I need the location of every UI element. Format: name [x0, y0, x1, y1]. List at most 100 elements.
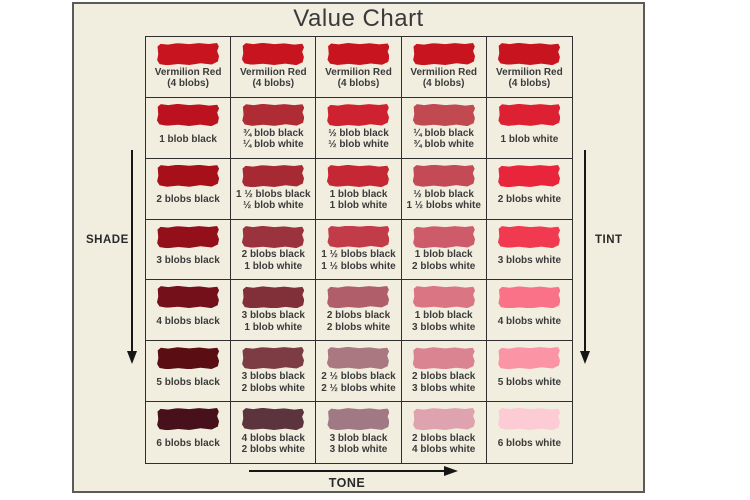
cell-label-line: 2 blobs black [156, 194, 220, 206]
paint-swatch [327, 286, 389, 309]
paint-swatch [413, 225, 475, 248]
tone-right-arrow [249, 466, 458, 476]
paint-swatch [412, 164, 475, 187]
cell-label-line: 3 blobs black [241, 371, 305, 383]
cell-label: 3 blobs white [498, 248, 561, 280]
cell-label: 1 blob black 2 blobs white [412, 248, 475, 280]
grid-cell: 2 blobs black [146, 158, 232, 220]
cell-label-line: 3 blob black [329, 432, 388, 444]
paint-swatch [498, 103, 561, 126]
value-grid: Vermilion Red (4 blobs) Vermilion Red (4 bl… [145, 36, 573, 464]
paint-swatch [327, 43, 390, 65]
grid-cell: ½ blob black ½ blob white [316, 97, 402, 159]
paint-swatch [157, 286, 219, 309]
cell-label: 2 blobs black 4 blobs white [412, 430, 475, 463]
grid-cell: 4 blobs black 2 blobs white [231, 402, 317, 463]
cell-label-line: ½ blob black [413, 188, 474, 200]
cell-label: ¾ blob black ¼ blob white [243, 126, 304, 158]
grid-cell: 2 blobs black 3 blobs white [401, 341, 487, 403]
cell-label-line: 2 blobs white [326, 321, 391, 333]
shade-down-arrow [127, 150, 137, 364]
paint-swatch [242, 225, 304, 248]
cell-label-line: ¼ blob black [413, 127, 474, 139]
cell-label-line: 3 blobs white [497, 255, 562, 267]
shade-axis-label: SHADE [86, 234, 129, 246]
cell-label-line: 6 blobs black [156, 438, 220, 450]
cell-label-line: 3 blobs black [241, 310, 305, 322]
cell-label-line: 1 ½ blobs white [406, 200, 481, 212]
cell-label: 3 blobs black [156, 248, 219, 280]
cell-label-line: ¼ blob white [243, 139, 304, 151]
paint-swatch [498, 408, 560, 431]
cell-label-line: ½ blob black [328, 127, 389, 139]
cell-label: Vermilion Red (4 blobs) [155, 65, 222, 97]
grid-cell: ½ blob black 1 ½ blobs white [401, 158, 487, 220]
paint-swatch [157, 347, 220, 370]
cell-label: 2 blobs black 2 blobs white [327, 308, 390, 340]
cell-label-line: (4 blobs) [252, 78, 295, 90]
cell-label-line: 1 blob black [159, 133, 217, 145]
cell-label-line: ¾ blob white [413, 139, 474, 151]
cell-label-line: Vermilion Red [496, 66, 563, 78]
cell-label-line: 4 blobs black [156, 316, 220, 328]
cell-label: 3 blob black 3 blob white [330, 430, 388, 463]
paint-swatch [327, 225, 390, 248]
grid-cell: Vermilion Red (4 blobs) [231, 37, 317, 98]
cell-label: 1 blob black 3 blobs white [412, 308, 475, 340]
grid-cell: 4 blobs black [146, 280, 232, 342]
paint-swatch [157, 103, 219, 126]
cell-label-line: 3 blob white [329, 444, 388, 456]
cell-label-line: Vermilion Red [325, 66, 392, 78]
grid-cell: Vermilion Red (4 blobs) [146, 37, 232, 98]
paint-swatch [327, 164, 389, 187]
cell-label-line: 1 ½ blobs black [236, 188, 311, 200]
cell-label-line: Vermilion Red [239, 66, 307, 78]
cell-label-line: ¾ blob black [243, 127, 304, 139]
cell-label: 6 blobs white [498, 430, 561, 463]
grid-cell: Vermilion Red (4 blobs) [486, 37, 572, 98]
tint-down-arrow [580, 150, 590, 364]
cell-label: 4 blobs black [156, 308, 219, 340]
grid-cell: 2 blobs black 4 blobs white [402, 402, 487, 463]
cell-label-line: 4 blobs white [412, 444, 476, 456]
arrowhead-down-icon [127, 351, 137, 364]
grid-cell: 2 blobs black 2 blobs white [316, 280, 402, 342]
cell-label-line: 5 blobs black [156, 376, 220, 388]
cell-label-line: Vermilion Red [154, 66, 222, 78]
paint-swatch [413, 286, 475, 309]
paint-swatch [413, 43, 475, 66]
cell-label: 4 blobs black 2 blobs white [242, 430, 305, 463]
grid-cell: 1 ½ blobs black ½ blob white [231, 158, 317, 220]
cell-label-line: 1 blob black [329, 188, 388, 200]
cell-label: 1 blob black 1 blob white [330, 187, 388, 219]
grid-cell: 2 blobs white [486, 159, 572, 220]
cell-label: ½ blob black 1 ½ blobs white [406, 187, 480, 219]
grid-cell: ¼ blob black ¾ blob white [401, 97, 487, 159]
paint-swatch [242, 43, 304, 66]
grid-cell: 2 blobs black 1 blob white [231, 219, 317, 281]
tone-axis-label: TONE [328, 476, 366, 490]
cell-label: 2 blobs black 3 blobs white [412, 369, 475, 401]
cell-label-line: 2 blobs white [241, 382, 305, 394]
grid-cell: Vermilion Red (4 blobs) [401, 37, 487, 98]
paint-swatch [242, 347, 304, 370]
cell-label: 5 blobs black [156, 369, 219, 401]
cell-label-line: 1 blob white [244, 321, 303, 333]
paint-swatch [242, 164, 304, 187]
cell-label-line: 2 ½ blobs white [321, 382, 396, 394]
grid-cell: Vermilion Red (4 blobs) [316, 37, 402, 98]
grid-cell: ¾ blob black ¼ blob white [231, 97, 317, 159]
cell-label: 6 blobs black [156, 430, 219, 463]
cell-label-line: (4 blobs) [167, 78, 209, 90]
cell-label-line: Vermilion Red [410, 66, 478, 78]
grid-cell: 3 blobs black [146, 219, 232, 281]
cell-label-line: 2 blobs white [412, 260, 476, 272]
paint-swatch [157, 164, 220, 187]
cell-label-line: 3 blobs white [412, 382, 476, 394]
cell-label-line: (4 blobs) [508, 78, 551, 90]
paint-swatch [498, 286, 561, 309]
paint-swatch [498, 164, 560, 187]
cell-label: ½ blob black ½ blob white [328, 126, 389, 158]
cell-label: Vermilion Red (4 blobs) [240, 65, 307, 97]
